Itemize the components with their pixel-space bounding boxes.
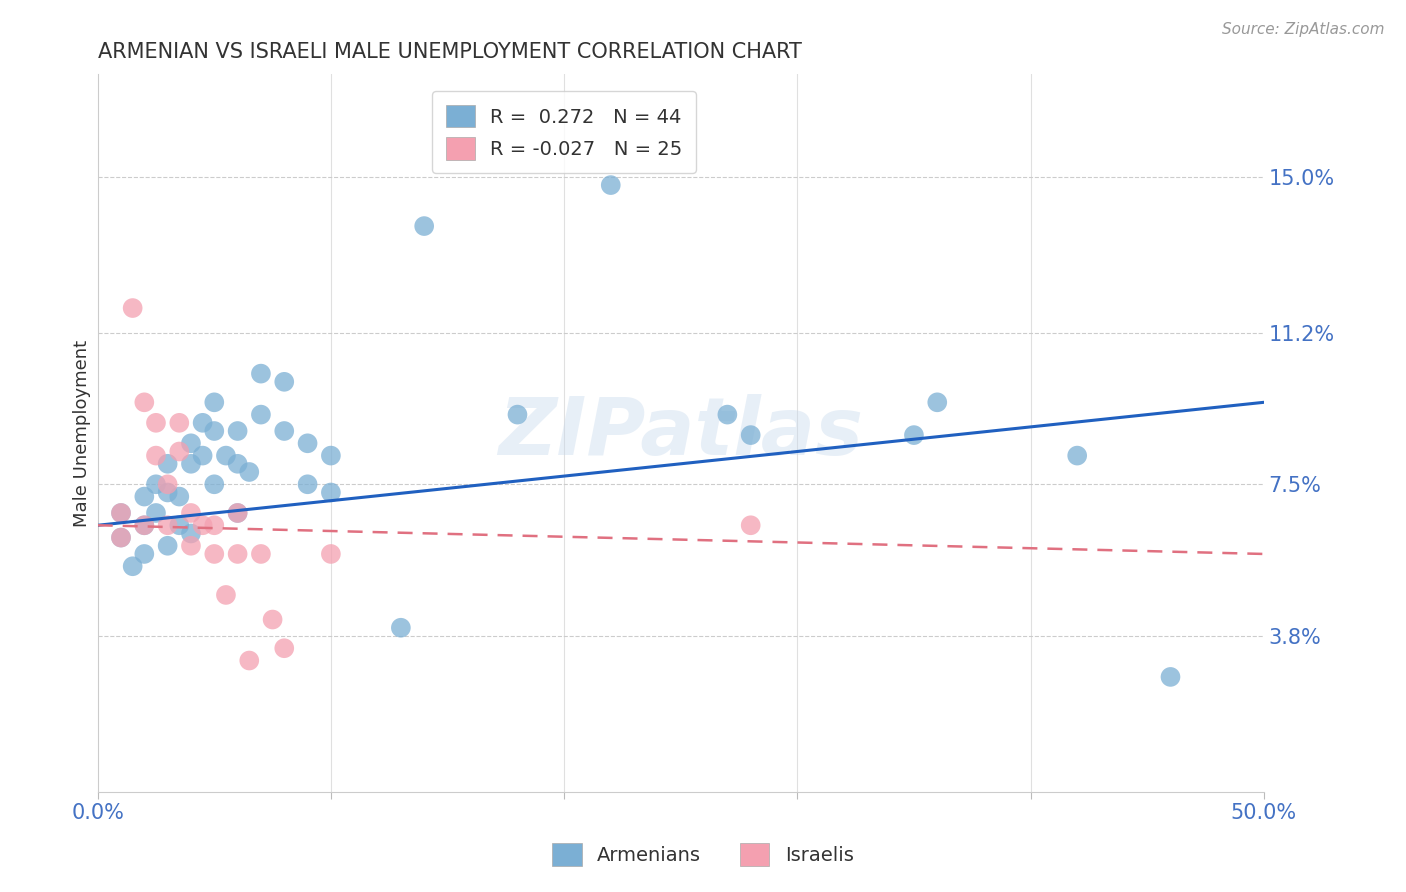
Point xyxy=(226,506,249,520)
Point xyxy=(215,588,238,602)
Point xyxy=(110,531,132,545)
Point xyxy=(169,444,191,458)
Point xyxy=(215,449,238,463)
Point xyxy=(202,547,225,561)
Point xyxy=(191,416,214,430)
Point xyxy=(1159,670,1181,684)
Point xyxy=(319,449,342,463)
Point xyxy=(202,395,225,409)
Point xyxy=(121,301,143,315)
Point xyxy=(202,518,225,533)
Point xyxy=(226,547,249,561)
Point xyxy=(180,457,202,471)
Text: ZIPatlas: ZIPatlas xyxy=(498,394,863,472)
Point xyxy=(156,539,179,553)
Point xyxy=(740,428,762,442)
Point xyxy=(202,477,225,491)
Point xyxy=(110,531,132,545)
Point xyxy=(250,547,273,561)
Point xyxy=(273,375,295,389)
Point xyxy=(180,539,202,553)
Point xyxy=(273,641,295,656)
Point xyxy=(389,621,412,635)
Point xyxy=(273,424,295,438)
Point xyxy=(134,518,156,533)
Point xyxy=(180,436,202,450)
Point xyxy=(169,490,191,504)
Point xyxy=(250,367,273,381)
Point xyxy=(191,449,214,463)
Point xyxy=(599,178,621,192)
Point xyxy=(156,457,179,471)
Point xyxy=(250,408,273,422)
Point xyxy=(716,408,738,422)
Point xyxy=(156,518,179,533)
Point xyxy=(226,457,249,471)
Point xyxy=(226,506,249,520)
Point xyxy=(262,613,284,627)
Point xyxy=(191,518,214,533)
Text: ARMENIAN VS ISRAELI MALE UNEMPLOYMENT CORRELATION CHART: ARMENIAN VS ISRAELI MALE UNEMPLOYMENT CO… xyxy=(97,42,801,62)
Point xyxy=(413,219,436,233)
Point xyxy=(180,506,202,520)
Point xyxy=(319,485,342,500)
Point xyxy=(169,518,191,533)
Point xyxy=(297,436,319,450)
Point xyxy=(121,559,143,574)
Point xyxy=(156,477,179,491)
Point xyxy=(903,428,925,442)
Point xyxy=(145,477,167,491)
Point xyxy=(145,449,167,463)
Point xyxy=(319,547,342,561)
Point xyxy=(110,506,132,520)
Point xyxy=(927,395,949,409)
Point xyxy=(110,506,132,520)
Point xyxy=(506,408,529,422)
Point xyxy=(1066,449,1088,463)
Point xyxy=(169,416,191,430)
Point xyxy=(297,477,319,491)
Legend: R =  0.272   N = 44, R = -0.027   N = 25: R = 0.272 N = 44, R = -0.027 N = 25 xyxy=(432,91,696,173)
Text: Source: ZipAtlas.com: Source: ZipAtlas.com xyxy=(1222,22,1385,37)
Point xyxy=(180,526,202,541)
Point xyxy=(202,424,225,438)
Point xyxy=(134,395,156,409)
Y-axis label: Male Unemployment: Male Unemployment xyxy=(73,340,91,526)
Point xyxy=(740,518,762,533)
Point xyxy=(156,485,179,500)
Point xyxy=(238,465,260,479)
Point xyxy=(238,653,260,667)
Point xyxy=(226,424,249,438)
Point xyxy=(134,490,156,504)
Point xyxy=(145,416,167,430)
Legend: Armenians, Israelis: Armenians, Israelis xyxy=(544,835,862,873)
Point xyxy=(134,518,156,533)
Point xyxy=(145,506,167,520)
Point xyxy=(134,547,156,561)
